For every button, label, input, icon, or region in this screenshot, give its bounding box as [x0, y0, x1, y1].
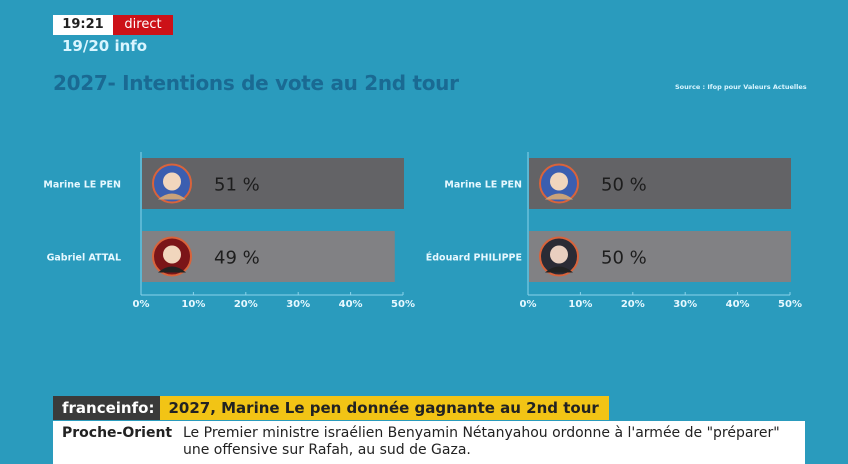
portrait-face: [163, 172, 181, 191]
chart-title: 2027- Intentions de vote au 2nd tour: [53, 71, 459, 95]
candidate-label: Marine LE PEN: [444, 180, 522, 191]
portrait-shoulders: [158, 266, 186, 273]
ticker-category: Proche-Orient: [62, 425, 173, 441]
x-tick-label: 30%: [673, 299, 697, 310]
portrait-face: [163, 245, 181, 264]
x-tick-label: 30%: [286, 299, 310, 310]
x-tick-label: 10%: [181, 299, 205, 310]
candidate-label: Gabriel ATTAL: [47, 253, 121, 264]
x-tick-label: 20%: [234, 299, 258, 310]
portrait-shoulders: [545, 193, 573, 200]
brand-logo: franceinfo:: [53, 396, 161, 420]
x-tick-label: 0%: [520, 299, 537, 310]
chart-source: Source : Ifop pour Valeurs Actuelles: [675, 83, 807, 91]
portrait-face: [550, 245, 568, 264]
live-badge: direct: [113, 15, 173, 35]
value-label: 50 %: [601, 248, 647, 269]
portrait-shoulders: [158, 193, 186, 200]
x-tick-label: 20%: [621, 299, 645, 310]
ticker-text: Le Premier ministre israélien Benyamin N…: [183, 425, 780, 458]
value-label: 50 %: [601, 175, 647, 196]
candidate-label: Marine LE PEN: [43, 180, 121, 191]
news-ticker: Proche-Orient Le Premier ministre israél…: [53, 421, 805, 464]
x-tick-label: 10%: [568, 299, 592, 310]
candidate-label: Édouard PHILIPPE: [426, 252, 522, 264]
x-tick-label: 40%: [339, 299, 363, 310]
portrait-shoulders: [545, 266, 573, 273]
program-name: 19/20 info: [62, 37, 148, 55]
x-tick-label: 0%: [133, 299, 150, 310]
clock-time: 19:21: [53, 15, 113, 35]
value-label: 49 %: [214, 248, 260, 269]
news-banner: franceinfo: 2027, Marine Le pen donnée g…: [53, 396, 609, 420]
banner-headline: 2027, Marine Le pen donnée gagnante au 2…: [160, 396, 609, 420]
live-indicator: 19:21 direct: [53, 15, 173, 35]
x-tick-label: 50%: [391, 299, 415, 310]
x-tick-label: 40%: [726, 299, 750, 310]
chart-panel-1: Marine LE PEN 51 % Gabriel ATTAL 49 % 0% 10% 2…: [43, 152, 415, 310]
chart-panel-2: Marine LE PEN 50 % Édouard PHILIPPE 50 % 0% 1…: [426, 152, 802, 310]
portrait-face: [550, 172, 568, 191]
x-tick-label: 50%: [778, 299, 802, 310]
value-label: 51 %: [214, 175, 260, 196]
